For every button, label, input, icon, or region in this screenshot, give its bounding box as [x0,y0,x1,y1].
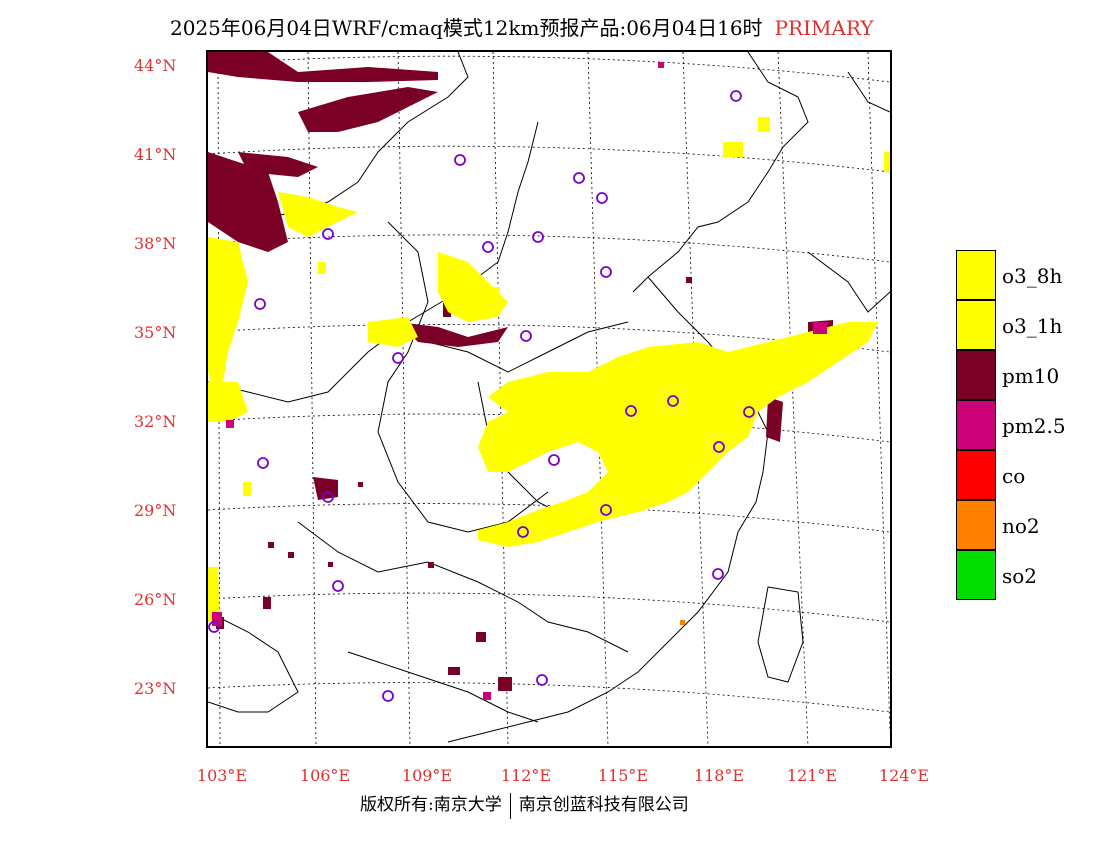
copyright-divider [509,792,511,819]
station-markers [208,90,755,702]
legend-label: pm10 [1002,364,1060,388]
legend-label: pm2.5 [1002,414,1066,438]
lat-label-23: 23°N [134,679,177,698]
lon-label-103: 103°E [196,766,248,785]
legend-label: co [1002,464,1026,488]
lon-label-124: 124°E [878,766,930,785]
lon-label-121: 121°E [786,766,838,785]
legend-label: so2 [1002,564,1038,588]
lat-label-29: 29°N [134,501,177,520]
pm25-areas [212,62,827,700]
legend-swatch [956,550,996,600]
copyright: 版权所有:南京大学 南京创蓝科技有限公司 [360,790,689,819]
lon-label-109: 109°E [401,766,453,785]
copyright-right: 南京创蓝科技有限公司 [518,795,689,815]
boundaries [208,52,890,743]
o3-areas [208,117,890,622]
legend-label: no2 [1002,514,1040,538]
legend-label: o3_1h [1002,314,1063,338]
lat-label-26: 26°N [134,590,177,609]
lon-label-118: 118°E [693,766,745,785]
lon-label-112: 112°E [500,766,552,785]
legend-swatch [956,300,996,350]
map-frame[interactable] [206,50,892,748]
legend-swatch [956,500,996,550]
pm10-areas [208,52,833,691]
copyright-left: 版权所有:南京大学 [360,795,502,815]
title-primary-tag: PRIMARY [774,16,874,40]
legend-swatch [956,350,996,400]
lat-label-32: 32°N [134,412,177,431]
legend-swatch [956,400,996,450]
legend-swatch [956,450,996,500]
map-title: 2025年06月04日WRF/cmaq模式12km预报产品:06月04日16时 P… [170,12,874,41]
title-text: 2025年06月04日WRF/cmaq模式12km预报产品:06月04日16时 [170,16,763,40]
legend-label: o3_8h [1002,264,1063,288]
legend-swatch [956,250,996,300]
lon-label-115: 115°E [597,766,649,785]
lat-label-35: 35°N [134,323,177,342]
lat-label-41: 41°N [134,145,177,164]
lat-label-38: 38°N [134,234,177,253]
no2-areas [680,620,685,625]
pollution-map[interactable] [208,52,890,746]
lat-label-44: 44°N [134,56,177,75]
lon-label-106: 106°E [299,766,351,785]
